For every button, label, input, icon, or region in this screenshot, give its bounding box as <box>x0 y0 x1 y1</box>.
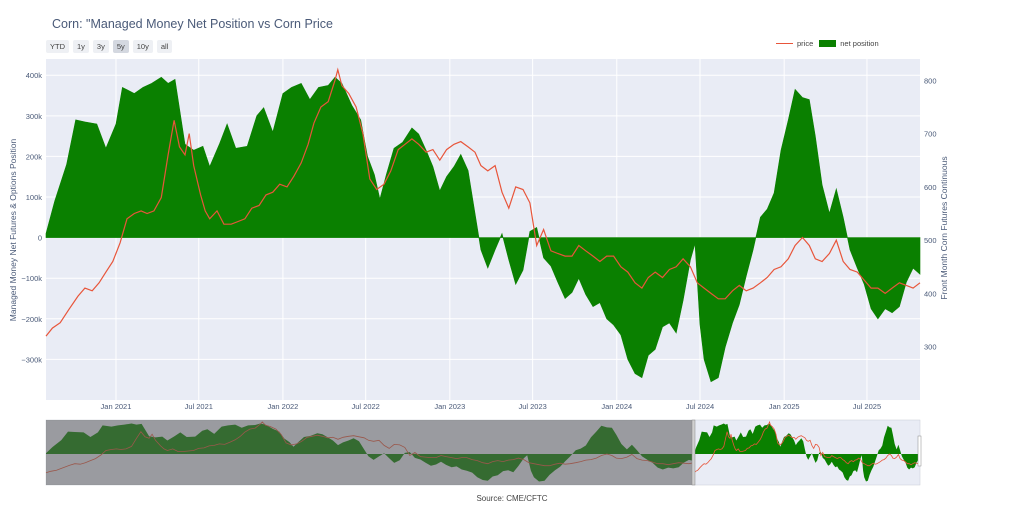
x-tick-label: Jan 2025 <box>769 402 800 411</box>
y2-tick-label: 700 <box>924 130 937 139</box>
range-button-all[interactable]: all <box>156 40 173 53</box>
net-position-swatch <box>819 40 837 47</box>
price-line <box>45 67 921 337</box>
range-button-ytd[interactable]: YTD <box>46 40 69 53</box>
y2-tick-label: 400 <box>924 289 937 298</box>
legend-item-price[interactable]: price <box>776 39 813 48</box>
y2-tick-label: 300 <box>924 343 937 352</box>
y-tick-label: −200k <box>21 315 42 324</box>
x-tick-label: Jul 2024 <box>686 402 714 411</box>
y-axis-title: Managed Money Net Futures & Options Posi… <box>8 139 18 322</box>
legend-label-price: price <box>797 39 814 48</box>
x-tick-label: Jul 2022 <box>352 402 380 411</box>
y-tick-label: 0 <box>38 234 42 243</box>
price-line-swatch <box>776 43 793 44</box>
mini-price-line-recent <box>693 420 921 474</box>
price-line-layer <box>45 67 921 337</box>
x-tick-label: Jul 2021 <box>185 402 213 411</box>
range-slider-left-handle[interactable] <box>691 419 696 486</box>
x-tick-label: Jan 2021 <box>101 402 132 411</box>
legend-label-net-position: net position <box>840 39 879 48</box>
y-tick-label: 300k <box>26 112 43 121</box>
chart-title: Corn: "Managed Money Net Position vs Cor… <box>52 17 333 31</box>
y-tick-label: −100k <box>21 274 42 283</box>
axis-ticks: Jan 2021 Jul 2021 Jan 2022 Jul 2022 Jan 2023… <box>21 71 936 411</box>
x-tick-label: Jan 2024 <box>601 402 632 411</box>
range-slider[interactable] <box>45 419 922 486</box>
y-tick-label: 400k <box>26 71 43 80</box>
range-button-10y[interactable]: 10y <box>132 40 153 53</box>
x-tick-label: Jan 2023 <box>434 402 465 411</box>
mini-net-area-recent <box>694 423 920 482</box>
x-tick-label: Jan 2022 <box>267 402 298 411</box>
y2-tick-label: 600 <box>924 183 937 192</box>
net-position-area-layer <box>45 76 921 383</box>
y-tick-label: 200k <box>26 152 43 161</box>
range-slider-right-handle[interactable] <box>917 435 922 467</box>
range-button-3y[interactable]: 3y <box>92 40 109 53</box>
x-tick-label: Jul 2023 <box>518 402 546 411</box>
range-slider-mask <box>46 420 694 485</box>
range-selector: YTD 1y 3y 5y 10y all <box>46 40 173 53</box>
range-button-5y[interactable]: 5y <box>112 40 129 53</box>
y2-tick-label: 500 <box>924 236 937 245</box>
y-tick-label: 100k <box>26 193 43 202</box>
y-tick-label: −300k <box>21 355 42 364</box>
x-tick-label: Jul 2025 <box>853 402 881 411</box>
source-note: Source: CME/CFTC <box>476 494 548 503</box>
legend-item-net-position[interactable]: net position <box>819 39 879 48</box>
range-button-1y[interactable]: 1y <box>73 40 89 53</box>
y2-axis-title: Front Month Corn Futures Continuous <box>939 156 949 299</box>
net-position-area <box>45 76 921 383</box>
legend: price net position <box>776 39 879 48</box>
y2-tick-label: 800 <box>924 76 937 85</box>
